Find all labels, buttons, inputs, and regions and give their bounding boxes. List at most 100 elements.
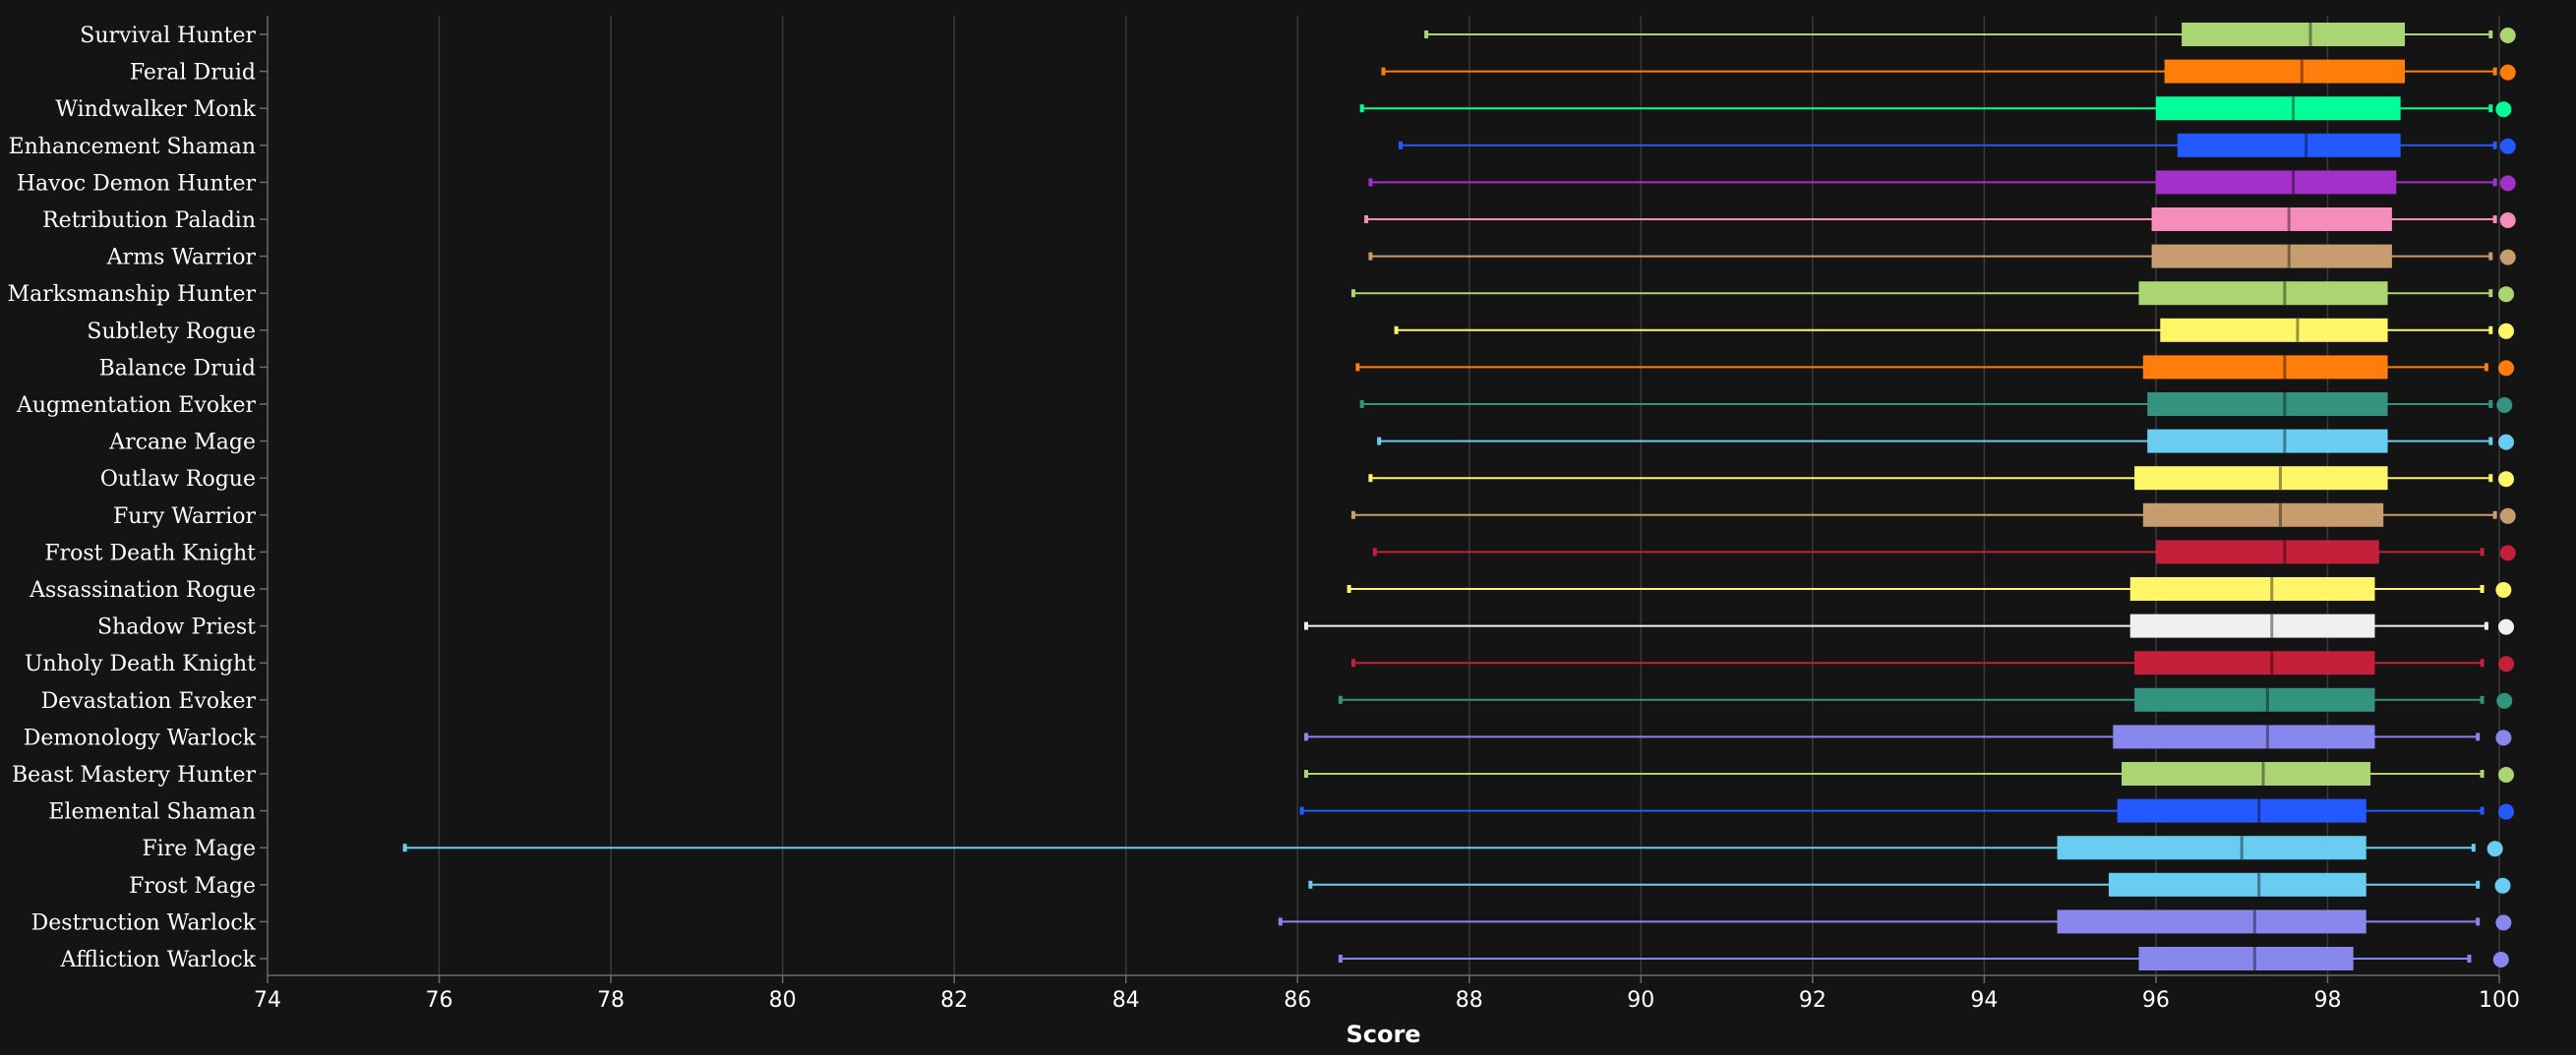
category-label: Frost Mage	[129, 874, 256, 899]
box-plot-row	[1350, 281, 2514, 306]
top-score-dot	[2495, 101, 2512, 118]
x-tick-label: 84	[1112, 988, 1140, 1013]
iqr-box	[2113, 725, 2375, 749]
box-plot-row	[1368, 170, 2516, 195]
category-label: Arcane Mage	[108, 431, 256, 455]
category-label: Arms Warrior	[106, 246, 257, 270]
box-plot-row	[1303, 725, 2512, 749]
top-score-dot	[2497, 656, 2514, 673]
iqr-box	[2129, 614, 2375, 638]
box-plot-row	[1308, 872, 2511, 897]
x-tick-label: 98	[2313, 988, 2341, 1013]
box-plot-row	[1355, 355, 2514, 380]
top-score-dot	[2499, 138, 2516, 154]
iqr-box	[2155, 540, 2379, 564]
x-tick-label: 76	[426, 988, 453, 1013]
category-label: Unholy Death Knight	[25, 652, 256, 676]
category-label: Retribution Paladin	[42, 208, 256, 233]
box-plot-row	[1350, 651, 2514, 675]
category-label: Frost Death Knight	[44, 541, 256, 565]
category-label: Elemental Shaman	[48, 800, 256, 825]
x-tick-label: 100	[2479, 988, 2520, 1013]
top-score-dot	[2497, 286, 2514, 303]
category-label: Beast Mastery Hunter	[12, 763, 257, 788]
top-score-dot	[2497, 767, 2514, 783]
category-label: Windwalker Monk	[55, 97, 256, 122]
iqr-box	[2134, 466, 2388, 491]
top-score-dot	[2499, 64, 2516, 81]
top-score-dot	[2497, 618, 2514, 635]
box-plot-row	[402, 836, 2503, 860]
top-score-dot	[2497, 322, 2514, 339]
box-plot-row	[1278, 909, 2512, 934]
iqr-box	[2182, 23, 2406, 46]
top-score-dot	[2492, 952, 2509, 967]
x-tick-label: 88	[1456, 988, 1483, 1013]
top-score-dot	[2499, 249, 2516, 265]
iqr-box	[2160, 318, 2388, 342]
box-plot-row	[1303, 762, 2514, 786]
top-score-dot	[2495, 914, 2512, 931]
top-score-dot	[2499, 507, 2516, 524]
category-label: Assassination Rogue	[29, 578, 256, 603]
top-score-dot	[2496, 692, 2513, 709]
top-score-dot	[2495, 730, 2512, 746]
x-tick-label: 90	[1627, 988, 1654, 1013]
category-label: Survival Hunter	[80, 24, 256, 48]
boxes	[402, 23, 2516, 970]
top-score-dot	[2495, 582, 2512, 598]
category-label: Fire Mage	[142, 837, 256, 861]
iqr-box	[2134, 651, 2375, 675]
iqr-box	[2177, 133, 2401, 157]
iqr-box	[2057, 909, 2366, 934]
y-category-labels: Survival Hunter Feral Druid Windwalker Mon…	[8, 24, 268, 972]
iqr-box	[2117, 798, 2366, 823]
box-plot-row	[1368, 466, 2514, 491]
category-label: Devastation Evoker	[41, 689, 257, 714]
box-plot-row	[1377, 429, 2514, 453]
iqr-box	[2164, 59, 2406, 84]
category-label: Demonology Warlock	[24, 726, 257, 750]
box-plot-row	[1398, 133, 2516, 157]
category-label: Shadow Priest	[97, 615, 256, 640]
iqr-box	[2147, 429, 2388, 453]
top-score-dot	[2497, 471, 2514, 488]
x-tick-label: 96	[2142, 988, 2170, 1013]
x-tick-label: 92	[1799, 988, 1827, 1013]
top-score-dot	[2499, 545, 2516, 561]
top-score-dot	[2497, 803, 2514, 820]
top-score-dot	[2494, 877, 2511, 894]
category-label: Balance Druid	[99, 356, 256, 381]
box-plot-row	[1350, 502, 2516, 527]
box-plot-row	[1364, 207, 2516, 231]
category-label: Augmentation Evoker	[16, 393, 257, 418]
x-axis-title: Score	[1346, 1021, 1420, 1048]
iqr-box	[2138, 281, 2388, 306]
x-tick-label: 86	[1284, 988, 1311, 1013]
x-tick-label: 82	[940, 988, 968, 1013]
iqr-box	[2155, 96, 2401, 121]
top-score-dot	[2499, 212, 2516, 228]
category-label: Affliction Warlock	[60, 948, 257, 972]
category-label: Enhancement Shaman	[9, 135, 256, 159]
grid-lines	[438, 16, 2500, 975]
x-tick-label: 94	[1970, 988, 1998, 1013]
category-label: Outlaw Rogue	[100, 467, 256, 492]
iqr-box	[2142, 355, 2388, 380]
box-plot-row	[1338, 687, 2513, 712]
top-score-dot	[2486, 841, 2503, 857]
iqr-box	[2155, 170, 2397, 195]
iqr-box	[2151, 244, 2392, 268]
top-score-dot	[2497, 434, 2514, 450]
category-label: Marksmanship Hunter	[8, 282, 257, 307]
x-tick-label: 78	[597, 988, 625, 1013]
iqr-box	[2147, 392, 2388, 416]
box-plot-row	[1424, 23, 2516, 46]
category-label: Fury Warrior	[113, 504, 257, 529]
box-plot-row	[1303, 614, 2514, 638]
x-tick-label: 74	[254, 988, 281, 1013]
category-label: Havoc Demon Hunter	[17, 171, 257, 196]
box-plot-row	[1368, 244, 2516, 268]
category-label: Destruction Warlock	[31, 910, 257, 935]
